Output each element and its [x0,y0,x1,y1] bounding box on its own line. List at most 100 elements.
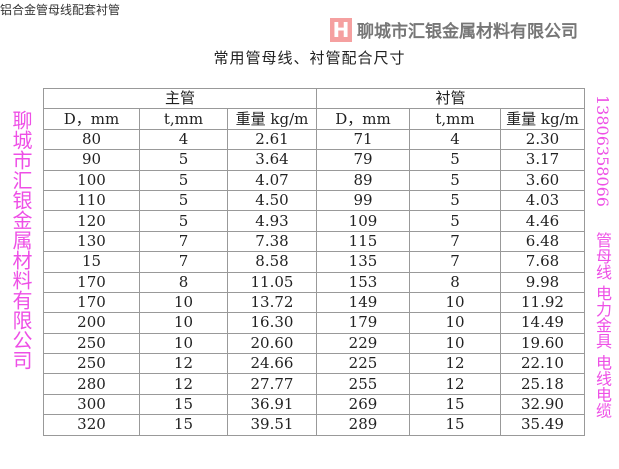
table-row: 170 10 13.72 149 10 11.92 [43,291,585,314]
group-main: 主管 [43,87,317,110]
column-header-row: D，mm t,mm 重量 kg/m D，mm t,mm 重量 kg/m [43,108,585,130]
table-cell: 10 [409,291,501,314]
table-cell: 7.68 [500,251,585,273]
table-cell: 7 [409,251,501,273]
col-header: 重量 kg/m [500,108,585,130]
table-cell: 22.10 [500,353,585,375]
col-header: t,mm [139,108,228,130]
table-cell: 5 [409,169,501,191]
pipe-size-table: 主管 衬管 D，mm t,mm 重量 kg/m D，mm t,mm 重量 kg/… [43,87,585,436]
table-cell: 79 [316,149,410,171]
table-cell: 100 [43,169,140,191]
group-liner: 衬管 [316,87,585,110]
table-cell: 120 [43,210,140,232]
table-cell: 15 [43,251,140,273]
table-cell: 4.50 [227,189,317,212]
table-cell: 4 [409,128,501,151]
table-cell: 5 [139,149,228,171]
table-cell: 170 [43,291,140,314]
table-cell: 15 [139,414,228,436]
table-cell: 5 [139,189,228,212]
table-cell: 3.64 [227,149,317,171]
table-cell: 5 [139,169,228,191]
table-row: 250 12 24.66 225 12 22.10 [43,353,585,375]
table-cell: 10 [139,291,228,314]
table-cell: 280 [43,373,140,395]
table-cell: 3.60 [500,169,585,191]
table-cell: 8 [409,271,501,293]
table-cell: 4.46 [500,210,585,232]
table-cell: 11.92 [500,291,585,314]
table-cell: 5 [139,210,228,232]
table-cell: 80 [43,128,140,151]
table-cell: 5 [409,210,501,232]
col-header: t,mm [409,108,501,130]
group-header-row: 主管 衬管 [43,87,585,110]
table-cell: 12 [409,353,501,375]
table-cell: 2.61 [227,128,317,151]
table-cell: 14.49 [500,312,585,334]
table-row: 120 5 4.93 109 5 4.46 [43,210,585,232]
table-cell: 12 [139,353,228,375]
table-cell: 7 [139,251,228,273]
table-cell: 12 [409,373,501,395]
table-cell: 89 [316,169,410,191]
col-header: 重量 kg/m [227,108,317,130]
table-cell: 32.90 [500,393,585,416]
table-cell: 25.18 [500,373,585,395]
table-cell: 153 [316,271,410,293]
table-cell: 5 [409,149,501,171]
table-cell: 27.77 [227,373,317,395]
table-row: 320 15 39.51 289 15 35.49 [43,414,585,436]
table-cell: 269 [316,393,410,416]
table-cell: 9.98 [500,271,585,293]
table-cell: 250 [43,353,140,375]
table-cell: 15 [409,414,501,436]
table-cell: 149 [316,291,410,314]
table-cell: 115 [316,230,410,253]
table-cell: 4.03 [500,189,585,212]
table-cell: 13.72 [227,291,317,314]
table-cell: 8 [139,271,228,293]
table-cell: 200 [43,312,140,334]
table-cell: 130 [43,230,140,253]
table-row: 280 12 27.77 255 12 25.18 [43,373,585,395]
table-row: 90 5 3.64 79 5 3.17 [43,149,585,171]
table-cell: 135 [316,251,410,273]
watermark-products: 管母线 电力金具 电线电缆 [593,232,612,419]
table-cell: 99 [316,189,410,212]
table-cell: 7 [409,230,501,253]
company-logo: H 聊城市汇银金属材料有限公司 [330,17,578,42]
table-row: 300 15 36.91 269 15 32.90 [43,393,585,416]
table-cell: 229 [316,332,410,355]
table-cell: 7 [139,230,228,253]
table-row: 80 4 2.61 71 4 2.30 [43,128,585,151]
table-cell: 3.17 [500,149,585,171]
table-cell: 10 [409,332,501,355]
table-cell: 170 [43,271,140,293]
table-row: 170 8 11.05 153 8 9.98 [43,271,585,293]
table-cell: 250 [43,332,140,355]
col-header: D，mm [43,108,140,130]
table-cell: 225 [316,353,410,375]
table-cell: 16.30 [227,312,317,334]
table-cell: 10 [139,312,228,334]
table-cell: 35.49 [500,414,585,436]
table-cell: 5 [409,189,501,212]
table-cell: 255 [316,373,410,395]
table-title: 常用管母线、衬管配合尺寸 [213,49,406,67]
table-cell: 300 [43,393,140,416]
table-cell: 10 [409,312,501,334]
table-row: 130 7 7.38 115 7 6.48 [43,230,585,253]
table-cell: 15 [139,393,228,416]
table-cell: 24.66 [227,353,317,375]
table-row: 250 10 20.60 229 10 19.60 [43,332,585,355]
table-cell: 19.60 [500,332,585,355]
table-cell: 12 [139,373,228,395]
table-cell: 110 [43,189,140,212]
table-cell: 6.48 [500,230,585,253]
table-cell: 2.30 [500,128,585,151]
table-cell: 90 [43,149,140,171]
table-cell: 320 [43,414,140,436]
watermark-phone: 13806358066 [593,95,612,207]
